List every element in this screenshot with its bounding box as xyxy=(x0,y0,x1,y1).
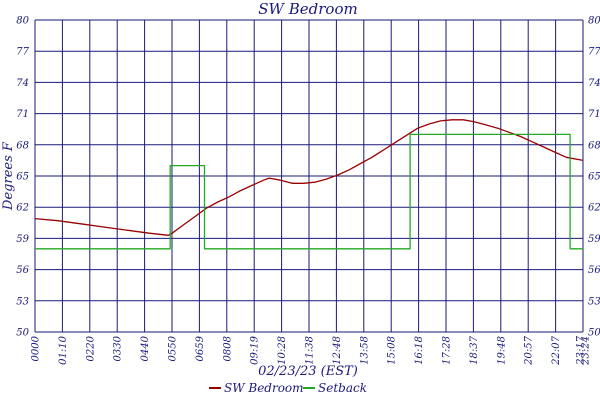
x-tick-label: 23:24 xyxy=(581,336,592,366)
x-tick-label: 0550 xyxy=(168,335,179,361)
chart-title: SW Bedroom xyxy=(258,0,357,18)
y-axis-label: Degrees F xyxy=(1,141,16,211)
y-tick-label-right: 71 xyxy=(588,109,600,120)
x-tick-label: 10:28 xyxy=(277,336,288,365)
x-tick-label: 0659 xyxy=(195,335,206,361)
legend-label: Setback xyxy=(318,381,367,395)
x-tick-label: 09:19 xyxy=(250,335,261,364)
y-tick-label-left: 77 xyxy=(16,47,29,58)
grid xyxy=(34,19,584,333)
y-tick-label-right: 68 xyxy=(588,140,600,151)
x-tick-label: 23:17 xyxy=(576,335,587,365)
y-tick-label-left: 59 xyxy=(16,234,29,245)
x-axis-label: 02/23/23 (EST) xyxy=(258,364,358,379)
y-tick-label-left: 56 xyxy=(16,265,29,276)
series-line-sw-bedroom xyxy=(34,119,584,236)
x-tick-label: 0330 xyxy=(113,335,124,361)
x-tick-label: 20:57 xyxy=(524,335,535,365)
legend: SW Bedroom Setback xyxy=(209,381,367,395)
x-tick-label: 18:37 xyxy=(469,335,480,364)
x-tick-label: 15:08 xyxy=(387,336,398,365)
x-tick-label: 19:48 xyxy=(496,336,507,365)
y-tick-label-right: 65 xyxy=(588,172,600,183)
y-tick-label-right: 53 xyxy=(588,296,600,307)
x-tick-label: 0000 xyxy=(31,335,42,361)
y-tick-label-right: 77 xyxy=(588,47,600,58)
x-tick-label: 17:28 xyxy=(442,336,453,365)
x-tick-label: 01:10 xyxy=(58,335,69,364)
y-tick-label-left: 74 xyxy=(16,78,29,89)
y-tick-label-right: 50 xyxy=(588,328,600,339)
x-tick-label: 11:38 xyxy=(305,336,316,365)
legend-label: SW Bedroom xyxy=(224,381,304,395)
y-tick-label-left: 71 xyxy=(16,109,29,120)
series-layer xyxy=(34,119,584,250)
x-tick-label: 0220 xyxy=(85,335,96,361)
y-tick-label-right: 80 xyxy=(588,16,600,27)
y-tick-label-left: 68 xyxy=(16,140,29,151)
x-tick-label: 22:07 xyxy=(551,335,562,365)
y-tick-label-left: 53 xyxy=(16,296,29,307)
y-tick-label-left: 50 xyxy=(16,328,29,339)
tick-labels: 50 50 53 53 56 56 59 59 62 62 65 65 68 68 71 71 74 74 77 77… xyxy=(16,16,600,366)
y-tick-label-right: 59 xyxy=(588,234,600,245)
series-line-setback xyxy=(35,133,583,250)
x-tick-label: 16:18 xyxy=(414,336,425,365)
y-tick-label-right: 74 xyxy=(588,78,600,89)
y-tick-label-left: 80 xyxy=(16,16,29,27)
x-tick-label: 13:58 xyxy=(359,336,370,365)
y-tick-label-right: 56 xyxy=(588,265,600,276)
x-tick-label: 0440 xyxy=(140,335,151,361)
y-tick-label-left: 65 xyxy=(16,172,29,183)
x-tick-label: 12:48 xyxy=(332,336,343,365)
y-tick-label-right: 62 xyxy=(588,203,600,214)
y-tick-label-left: 62 xyxy=(16,203,29,214)
x-tick-label: 0808 xyxy=(222,336,233,361)
